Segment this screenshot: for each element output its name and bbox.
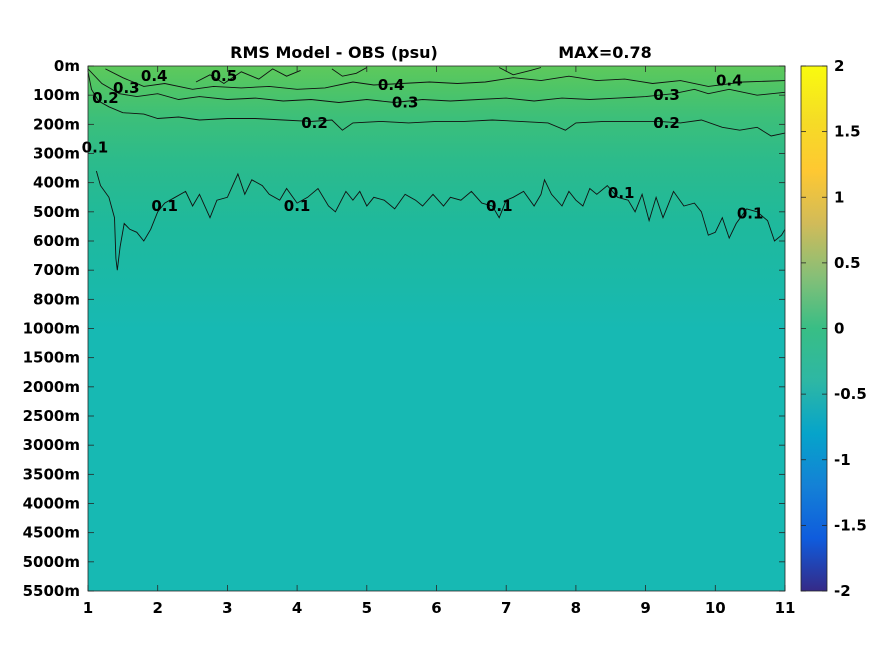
contour-label: 0.1 [284,197,311,215]
chart-title: RMS Model - OBS (psu) [230,43,438,62]
x-axis: 1 2 3 4 5 6 7 8 9 10 11 [83,66,796,617]
y-tick-label: 200m [33,115,80,133]
contour-label-layer: 0.40.30.20.5 0.40.30.20.30.20.40.10.1 0.1 0… [82,67,764,222]
colorbar-tick-label: 0 [834,320,844,338]
contour-label-text: 0.3 [653,86,680,104]
x-tick-label: 7 [501,599,511,617]
y-tick-label: 3000m [23,436,80,454]
x-tick-label: 2 [152,599,162,617]
y-tick-label: 1500m [23,349,80,367]
y-tick-label: 600m [33,232,80,250]
colorbar-tick-label: -2 [834,582,851,600]
x-tick-label: 10 [705,599,726,617]
y-tick-label: 0m [54,57,80,75]
contour-label-text: 0.2 [92,89,119,107]
contour-label-text: 0.4 [378,76,405,94]
colorbar: -2 -1.5 -1 -0.5 0 0.5 1 1.5 2 [800,57,867,600]
y-tick-label: 100m [33,86,80,104]
x-tick-label: 4 [292,599,302,617]
colorbar-tick-label: 0.5 [834,254,861,272]
contour-line-0-2 [88,71,785,137]
max-label: MAX=0.78 [558,43,652,62]
contour-line-0-3 [88,68,785,103]
plot-area: 0.40.30.20.5 0.40.30.20.30.20.40.10.1 0.1 0… [82,65,786,592]
contour-label-text: 0.4 [141,67,168,85]
y-tick-label: 5500m [23,582,80,600]
contour-line-0-4 [331,67,368,77]
contour-label-text: 0.1 [284,197,311,215]
y-tick-label: 3500m [23,465,80,483]
colorbar-tick-label: 1 [834,188,844,206]
x-tick-label: 11 [775,599,796,617]
colorbar-tick-label: -1.5 [834,516,867,534]
contour-label: 0.4 [141,67,168,85]
y-tick-label: 1000m [23,320,80,338]
contour-label-text: 0.3 [113,79,140,97]
y-tick-label: 2000m [23,378,80,396]
y-tick-label: 5000m [23,553,80,571]
contour-label: 0.1 [486,197,513,215]
colorbar-tick-label: 2 [834,57,844,75]
y-tick-label: 800m [33,290,80,308]
colorbar-tick-label: 1.5 [834,123,861,141]
heatmap-field [88,66,785,591]
y-tick-label: 700m [33,261,80,279]
contour-label-text: 0.2 [301,114,328,132]
colorbar-tick-label: -1 [834,451,851,469]
contour-label-text: 0.3 [392,93,419,111]
contour-label: 0.3 [653,86,680,104]
x-tick-label: 1 [83,599,93,617]
contour-layer [88,67,785,271]
contour-label-text: 0.1 [486,197,513,215]
contour-label: 0.5 [211,67,238,85]
contour-label: 0.1 [82,139,109,157]
contour-label: 0.3 [392,93,419,111]
y-tick-label: 2500m [23,407,80,425]
contour-label-text: 0.1 [151,197,178,215]
x-tick-label: 3 [222,599,232,617]
x-tick-label: 9 [640,599,650,617]
y-tick-label: 4500m [23,524,80,542]
contour-label: 0.3 [113,79,140,97]
x-tick-label: 8 [571,599,581,617]
contour-label-text: 0.1 [82,139,109,157]
contour-label: 0.2 [92,89,119,107]
x-tick-label: 5 [362,599,372,617]
contour-label-text: 0.1 [608,184,635,202]
contour-label-text: 0.2 [653,114,680,132]
contour-line-0-1 [95,170,785,271]
contour-label: 0.1 [151,197,178,215]
y-tick-label: 400m [33,174,80,192]
colorbar-tick-label: -0.5 [834,385,867,403]
contour-label-text: 0.1 [737,204,764,222]
contour-label: 0.1 [737,204,764,222]
colorbar-ticks: -2 -1.5 -1 -0.5 0 0.5 1 1.5 2 [801,57,867,600]
contour-label: 0.1 [608,184,635,202]
y-tick-label: 4000m [23,495,80,513]
contour-line-0-4 [105,68,785,90]
contour-label-text: 0.4 [716,72,743,90]
x-tick-label: 6 [431,599,441,617]
contour-label: 0.4 [716,72,743,90]
contour-label-text: 0.5 [211,67,238,85]
contour-label: 0.2 [653,114,680,132]
contour-line-0-5 [195,68,301,85]
contour-label: 0.4 [378,76,405,94]
contour-label: 0.2 [301,114,328,132]
y-tick-label: 500m [33,203,80,221]
y-axis: 0m 100m 200m 300m 400m 500m 600m 700m 800m 1000m 1… [23,57,785,600]
y-tick-label: 300m [33,145,80,163]
